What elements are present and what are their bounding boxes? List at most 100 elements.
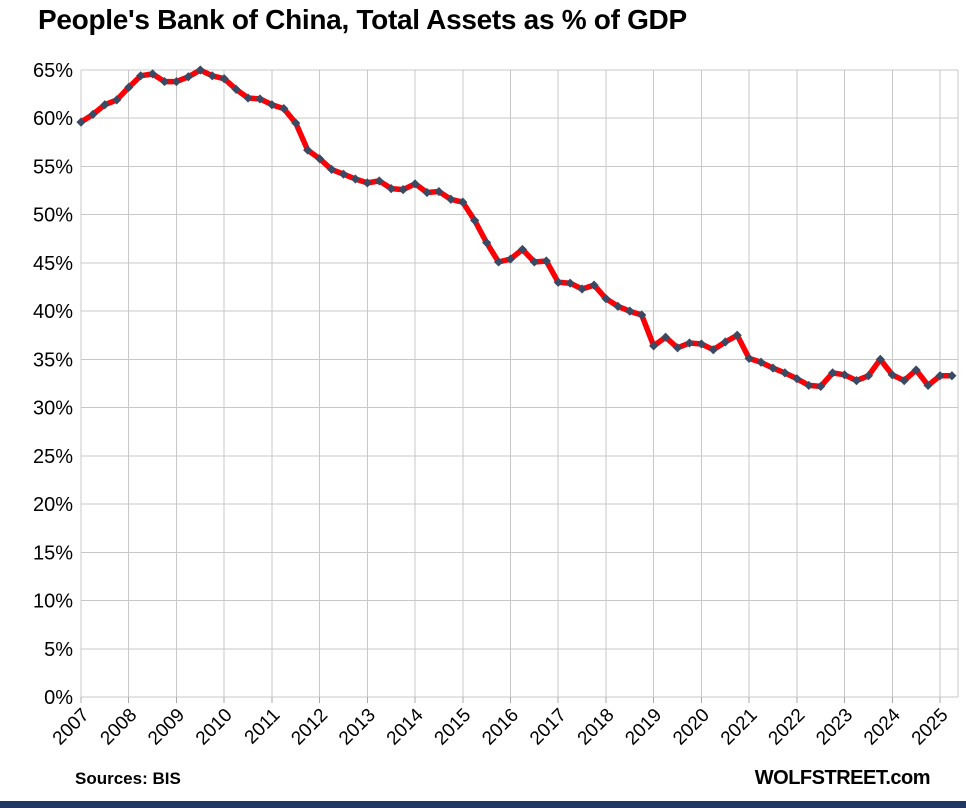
x-tick-label: 2020 — [669, 705, 714, 750]
data-point-marker — [732, 330, 742, 340]
data-point-marker — [625, 306, 635, 316]
data-point-marker — [505, 254, 516, 264]
data-point-marker — [851, 376, 862, 386]
data-point-marker — [315, 154, 325, 164]
data-point-marker — [756, 357, 766, 367]
x-tick-label: 2018 — [574, 705, 619, 750]
data-point-marker — [76, 117, 86, 127]
source-note: Sources: BIS — [75, 769, 181, 788]
line-chart: 0% 5% 10% 15% 20% 25% 30% 35% 40% 45% 50% 55% 60% 65%… — [33, 60, 959, 749]
data-point-marker — [553, 277, 563, 287]
data-point-marker — [446, 194, 456, 204]
data-point-marker — [231, 84, 241, 94]
data-point-marker — [720, 337, 730, 347]
data-point-marker — [398, 185, 408, 195]
data-point-marker — [780, 368, 790, 378]
data-point-marker — [255, 94, 265, 104]
x-tick-label: 2023 — [812, 705, 857, 750]
data-point-marker — [708, 345, 718, 355]
x-tick-label: 2007 — [49, 705, 94, 750]
data-point-marker — [816, 381, 826, 391]
data-point-marker — [792, 374, 802, 384]
data-point-marker — [88, 109, 98, 119]
data-point-marker — [183, 72, 193, 82]
data-point-marker — [947, 371, 957, 381]
data-point-marker — [923, 380, 933, 391]
data-point-marker — [159, 76, 170, 87]
data-point-marker — [911, 365, 921, 375]
data-point-marker — [136, 71, 146, 81]
data-point-marker — [374, 176, 384, 186]
y-tick-label: 20% — [33, 494, 73, 516]
data-point-marker — [482, 238, 492, 248]
x-tick-label: 2022 — [765, 705, 810, 750]
data-point-marker — [434, 186, 444, 197]
x-tick-label: 2010 — [192, 705, 237, 750]
y-tick-label: 50% — [33, 205, 73, 227]
data-point-marker — [649, 341, 659, 351]
x-tick-label: 2019 — [621, 705, 666, 750]
data-point-marker — [195, 65, 205, 75]
data-point-marker — [267, 100, 277, 110]
x-tick-label: 2011 — [241, 705, 285, 749]
data-point-marker — [279, 103, 289, 114]
y-tick-label: 60% — [33, 108, 73, 130]
gridlines — [80, 69, 959, 703]
y-axis-labels: 0% 5% 10% 15% 20% 25% 30% 35% 40% 45% 50% 55% 60% 65% — [33, 60, 73, 709]
data-point-marker — [672, 343, 683, 353]
data-point-marker — [326, 164, 337, 174]
y-tick-label: 25% — [33, 446, 73, 468]
data-point-marker — [565, 278, 575, 288]
data-point-marker — [362, 178, 372, 188]
data-point-marker — [386, 184, 396, 194]
y-tick-label: 5% — [44, 639, 73, 661]
chart-title: People's Bank of China, Total Assets as … — [38, 4, 687, 35]
series-markers — [76, 65, 957, 391]
data-point-marker — [219, 74, 229, 84]
data-point-marker — [541, 256, 551, 266]
data-point-marker — [935, 371, 945, 381]
data-point-marker — [744, 353, 754, 364]
x-tick-label: 2008 — [97, 705, 142, 750]
data-point-marker — [147, 69, 158, 79]
data-point-marker — [577, 284, 587, 294]
data-point-marker — [863, 371, 874, 381]
data-point-marker — [112, 95, 122, 105]
data-point-marker — [303, 145, 313, 155]
x-tick-label: 2012 — [287, 705, 332, 750]
data-point-marker — [517, 244, 528, 255]
data-point-marker — [660, 332, 671, 342]
x-axis-labels: 2007 2008 2009 2010 2011 2012 2013 2014 2015 2016… — [49, 704, 953, 749]
x-tick-label: 2021 — [717, 705, 762, 750]
data-point-marker — [350, 174, 361, 184]
data-point-marker — [470, 215, 480, 226]
x-tick-label: 2015 — [431, 705, 476, 750]
data-point-marker — [422, 187, 432, 198]
data-point-marker — [458, 197, 468, 207]
x-tick-label: 2017 — [526, 705, 571, 750]
data-point-marker — [529, 257, 539, 267]
data-point-marker — [100, 100, 110, 110]
data-point-marker — [410, 179, 420, 189]
x-tick-label: 2009 — [144, 705, 189, 750]
data-point-marker — [839, 370, 850, 380]
y-tick-label: 15% — [33, 542, 73, 564]
series-line — [78, 67, 955, 390]
brand-note: WOLFSTREET.com — [754, 767, 931, 789]
data-point-marker — [124, 82, 134, 92]
data-point-marker — [804, 380, 814, 391]
y-tick-label: 30% — [33, 398, 73, 420]
y-tick-label: 0% — [44, 687, 73, 709]
data-point-marker — [291, 118, 301, 128]
x-tick-label: 2016 — [478, 705, 523, 750]
data-point-marker — [243, 93, 253, 103]
data-point-marker — [875, 354, 885, 364]
data-point-marker — [887, 370, 897, 380]
bottom-bar — [0, 801, 966, 808]
data-point-marker — [207, 71, 217, 81]
y-tick-label: 45% — [33, 253, 73, 275]
data-point-marker — [171, 76, 182, 87]
data-point-marker — [828, 368, 838, 378]
data-point-marker — [601, 294, 611, 304]
